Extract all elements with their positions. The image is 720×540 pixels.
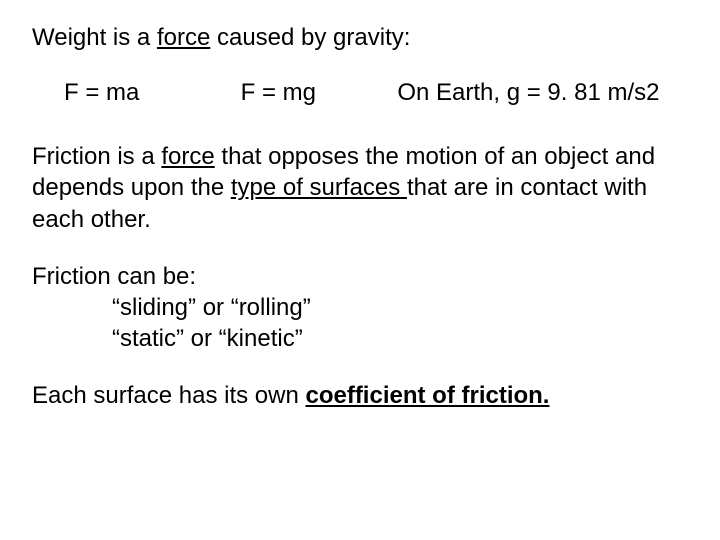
friction-types-block: Friction can be: “sliding” or “rolling” … [32,261,688,355]
force-underlined: force [161,143,214,170]
formula-fmg: F = mg [241,79,391,107]
text: Each surface has its own [32,382,305,409]
gravity-constant: On Earth, g = 9. 81 m/s2 [397,79,659,107]
slide-content: Weight is a force caused by gravity: F =… [0,0,720,470]
list-item: “sliding” or “rolling” [112,292,688,323]
weight-definition: Weight is a force caused by gravity: [32,22,688,53]
text: caused by gravity: [210,24,410,51]
formula-fma: F = ma [64,79,234,107]
formula-row: F = ma F = mg On Earth, g = 9. 81 m/s2 [64,79,688,107]
coefficient-statement: Each surface has its own coefficient of … [32,380,688,411]
list-item: “static” or “kinetic” [112,323,688,354]
text: Weight is a [32,24,157,51]
friction-types-list: “sliding” or “rolling” “static” or “kine… [32,292,688,354]
friction-definition: Friction is a force that opposes the mot… [32,141,688,235]
force-underlined: force [157,24,210,51]
coefficient-of-friction-emphasis: coefficient of friction. [305,382,549,409]
friction-types-lead: Friction can be: [32,261,688,292]
type-of-surfaces-underlined: type of surfaces [231,174,407,201]
text: Friction is a [32,143,161,170]
